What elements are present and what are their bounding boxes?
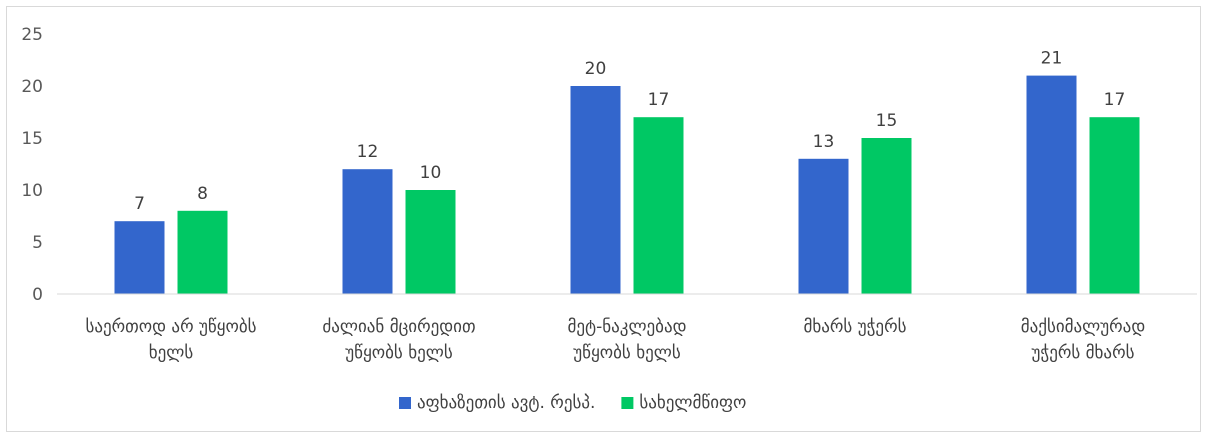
data-label: 21	[1041, 49, 1063, 69]
x-axis: საერთოდ არ უწყობს ხელს ძალიან მცირედით უწყო…	[57, 293, 1197, 363]
bar-series-1-cat-1	[114, 221, 165, 294]
bar-chart: 0 5 10 15 20 25 7 8 12 10 20 17 13 15 21 17 საერთოდ არ…	[21, 25, 1197, 413]
y-tick-label: 15	[21, 129, 43, 149]
bar-series-1-cat-4	[798, 158, 849, 294]
bar-series-2-cat-3	[633, 117, 684, 294]
data-label: 10	[420, 163, 442, 183]
legend: აფხაზეთის ავტ. რესპ. სახელმწიფო	[399, 393, 746, 413]
data-label: 13	[813, 132, 835, 152]
data-label: 7	[134, 194, 145, 214]
bar-series-2-cat-1	[177, 210, 228, 294]
data-labels: 7 8 12 10 20 17 13 15 21 17	[134, 49, 1125, 215]
data-label: 8	[197, 184, 208, 204]
bar-series-2-cat-2	[405, 190, 456, 294]
bar-series-1-cat-2	[342, 169, 393, 294]
data-label: 17	[1104, 90, 1126, 110]
data-label: 20	[585, 59, 607, 79]
chart-container: 0 5 10 15 20 25 7 8 12 10 20 17 13 15 21 17 საერთოდ არ…	[6, 6, 1201, 432]
legend-label: სახელმწიფო	[639, 393, 746, 413]
bars	[114, 75, 1140, 294]
x-category-label: საერთოდ არ უწყობს	[85, 317, 256, 337]
y-axis: 0 5 10 15 20 25	[21, 25, 43, 305]
data-label: 17	[648, 90, 670, 110]
x-category-label: უწყობს ხელს	[345, 343, 453, 363]
y-tick-label: 5	[32, 233, 43, 253]
bar-series-1-cat-5	[1026, 75, 1077, 294]
y-tick-label: 0	[32, 285, 43, 305]
x-category-label: მაქსიმალურად	[1021, 317, 1145, 337]
bar-series-2-cat-4	[861, 138, 912, 294]
y-tick-label: 20	[21, 77, 43, 97]
legend-label: აფხაზეთის ავტ. რესპ.	[417, 393, 595, 413]
x-category-label: ხელს	[149, 343, 194, 363]
y-tick-label: 10	[21, 181, 43, 201]
x-category-label: უჭერს მხარს	[1032, 343, 1135, 363]
y-tick-label: 25	[21, 25, 43, 45]
legend-swatch	[399, 397, 411, 409]
x-category-label: უწყობს ხელს	[573, 343, 681, 363]
data-label: 15	[876, 111, 898, 131]
bar-series-2-cat-5	[1089, 117, 1140, 294]
bar-series-1-cat-3	[570, 86, 621, 294]
data-label: 12	[357, 142, 379, 162]
x-category-label: მეტ-ნაკლებად	[567, 317, 686, 337]
legend-swatch	[621, 397, 634, 409]
x-category-label: ძალიან მცირედით	[322, 317, 475, 337]
x-category-label: მხარს უჭერს	[804, 317, 907, 337]
